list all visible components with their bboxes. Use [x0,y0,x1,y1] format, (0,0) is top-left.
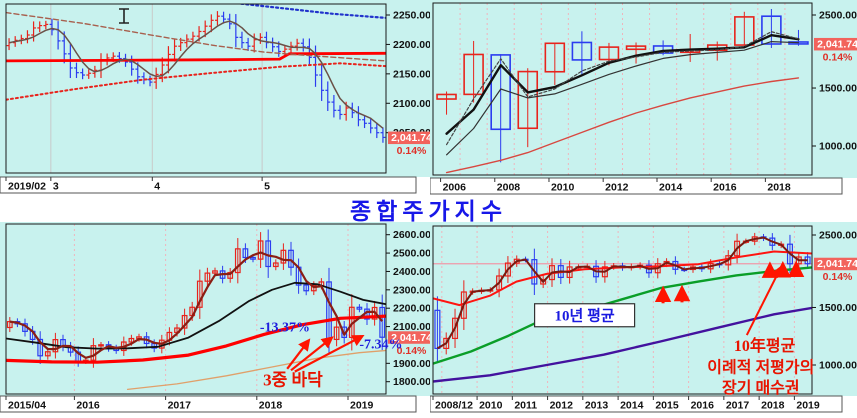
chart-yearly-svg: 2500.00 1500.00 1000.00 2,041.740.14% 2006 20… [430,0,857,195]
svg-text:1500.00: 1500.00 [819,83,857,95]
svg-text:2019/02: 2019/02 [8,181,46,193]
svg-text:2015: 2015 [655,400,679,412]
svg-text:2018: 2018 [259,400,283,412]
svg-text:1900.00: 1900.00 [393,358,430,370]
svg-text:10년 평균: 10년 평균 [555,307,615,325]
svg-text:2014: 2014 [659,182,683,194]
svg-text:2100.00: 2100.00 [393,321,430,333]
svg-text:2006: 2006 [443,182,467,194]
svg-text:2250.00: 2250.00 [393,10,430,22]
svg-text:1800.00: 1800.00 [393,376,430,388]
svg-text:2014: 2014 [620,400,644,412]
svg-text:2500.00: 2500.00 [819,10,857,22]
chart-quarterly-panel[interactable]: 2500.00 1500.00 1000.00 2,041.74 0.14% 2008/1… [430,222,857,418]
svg-text:2017: 2017 [168,400,192,412]
svg-text:1500.00: 1500.00 [819,302,857,314]
svg-text:2017: 2017 [726,400,750,412]
svg-text:2015/04: 2015/04 [8,400,46,412]
chart-quarterly-svg: 2500.00 1500.00 1000.00 2,041.740.14% 2008/1… [430,222,857,413]
svg-text:2016: 2016 [691,400,715,412]
chart-yearly-panel[interactable]: 2500.00 1500.00 1000.00 2,041.74 0.14% 2006 20… [430,0,857,196]
svg-text:3중 바닥: 3중 바닥 [263,370,323,389]
svg-text:0.14%: 0.14% [823,51,853,63]
svg-text:1000.00: 1000.00 [819,141,857,153]
svg-text:2010: 2010 [479,400,503,412]
svg-text:3: 3 [53,181,59,193]
chart-title-band: 종합주가지수 [0,195,857,224]
page-title: 종합주가지수 [350,198,507,224]
chart-monthly-panel[interactable]: 2600.00 2500.00 2400.00 2300.00 2200.00 2100.… [0,222,430,418]
svg-text:장기 매수권: 장기 매수권 [722,378,800,397]
svg-text:이례적 저평가의: 이례적 저평가의 [707,359,814,377]
chart-monthly-svg: 2600.00 2500.00 2400.00 2300.00 2200.00 2100.… [0,222,430,413]
svg-text:2013: 2013 [585,400,609,412]
svg-text:2,041.74: 2,041.74 [391,132,430,144]
svg-text:2,041.74: 2,041.74 [817,38,857,50]
svg-text:1000.00: 1000.00 [819,360,857,372]
svg-text:2600.00: 2600.00 [393,229,430,241]
svg-text:2,041.74: 2,041.74 [817,258,857,270]
svg-text:0.14%: 0.14% [397,345,427,357]
svg-text:2016: 2016 [76,400,100,412]
svg-text:2019: 2019 [796,400,820,412]
svg-text:4: 4 [154,181,160,193]
svg-text:5: 5 [264,181,270,193]
svg-text:2012: 2012 [550,400,574,412]
chart-daily-panel[interactable]: 2250.002200.002150.002100.002050.002,041… [0,0,430,196]
svg-text:2012: 2012 [605,182,629,194]
svg-text:2150.00: 2150.00 [393,68,430,80]
svg-text:2008: 2008 [497,182,521,194]
svg-text:2200.00: 2200.00 [393,39,430,51]
svg-text:2500.00: 2500.00 [393,248,430,260]
svg-text:2016: 2016 [713,182,737,194]
svg-text:0.14%: 0.14% [397,145,427,157]
svg-text:2010: 2010 [551,182,575,194]
svg-text:-13.37%: -13.37% [260,320,310,335]
svg-text:2,041.74: 2,041.74 [391,332,430,344]
svg-text:2008/12: 2008/12 [435,400,473,412]
svg-text:2018: 2018 [767,182,791,194]
chart-daily-svg: 2250.002200.002150.002100.002050.002,041… [0,0,430,194]
svg-text:10年평균: 10年평균 [734,336,796,355]
svg-text:0.14%: 0.14% [823,271,853,283]
svg-text:2500.00: 2500.00 [819,230,857,242]
svg-text:2200.00: 2200.00 [393,303,430,315]
svg-text:2100.00: 2100.00 [393,98,430,110]
svg-text:2011: 2011 [514,400,537,412]
svg-text:2400.00: 2400.00 [393,266,430,278]
svg-text:-7.34%: -7.34% [359,337,402,352]
svg-text:2300.00: 2300.00 [393,284,430,296]
svg-text:2018: 2018 [761,400,785,412]
svg-text:2019: 2019 [350,400,374,412]
